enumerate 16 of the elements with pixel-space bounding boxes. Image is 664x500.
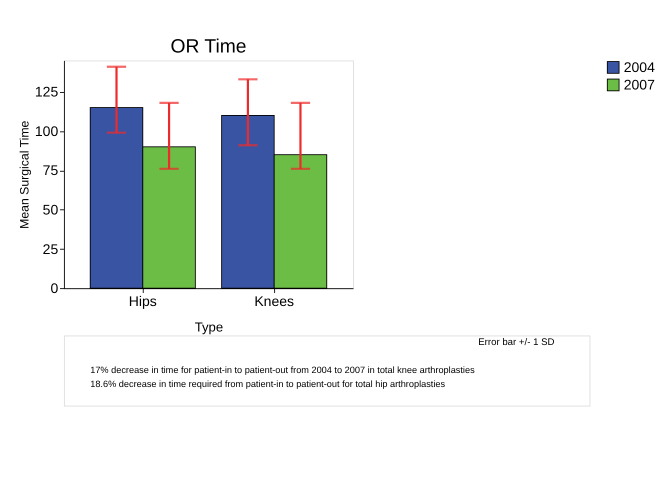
text: 18.6% decrease in time required from patient-in to patient-out for total hip arthroplasties [90,379,446,390]
chart-title: OR Time [170,36,246,58]
y-tick-label: 125 [34,84,58,100]
y-tick-label: 75 [42,162,58,178]
y-tick-label: 25 [42,240,58,257]
text: Error bar +/- 1 SD [478,337,555,348]
legend-label: 2007 [624,76,656,92]
x-tick-label: Knees [254,293,294,310]
legend-label: 2004 [624,58,656,75]
y-tick-label: 100 [34,122,58,139]
y-tick-label: 0 [50,280,58,296]
y-axis-title: Mean Surgical Time [18,120,32,229]
text: 17% decrease in time for patient-in to patient-out from 2004 to 2007 in total knee arthroplasties [90,365,476,376]
x-axis-title: Type [194,320,224,335]
y-tick-label: 50 [42,201,58,218]
x-tick-label: Hips [128,293,157,310]
